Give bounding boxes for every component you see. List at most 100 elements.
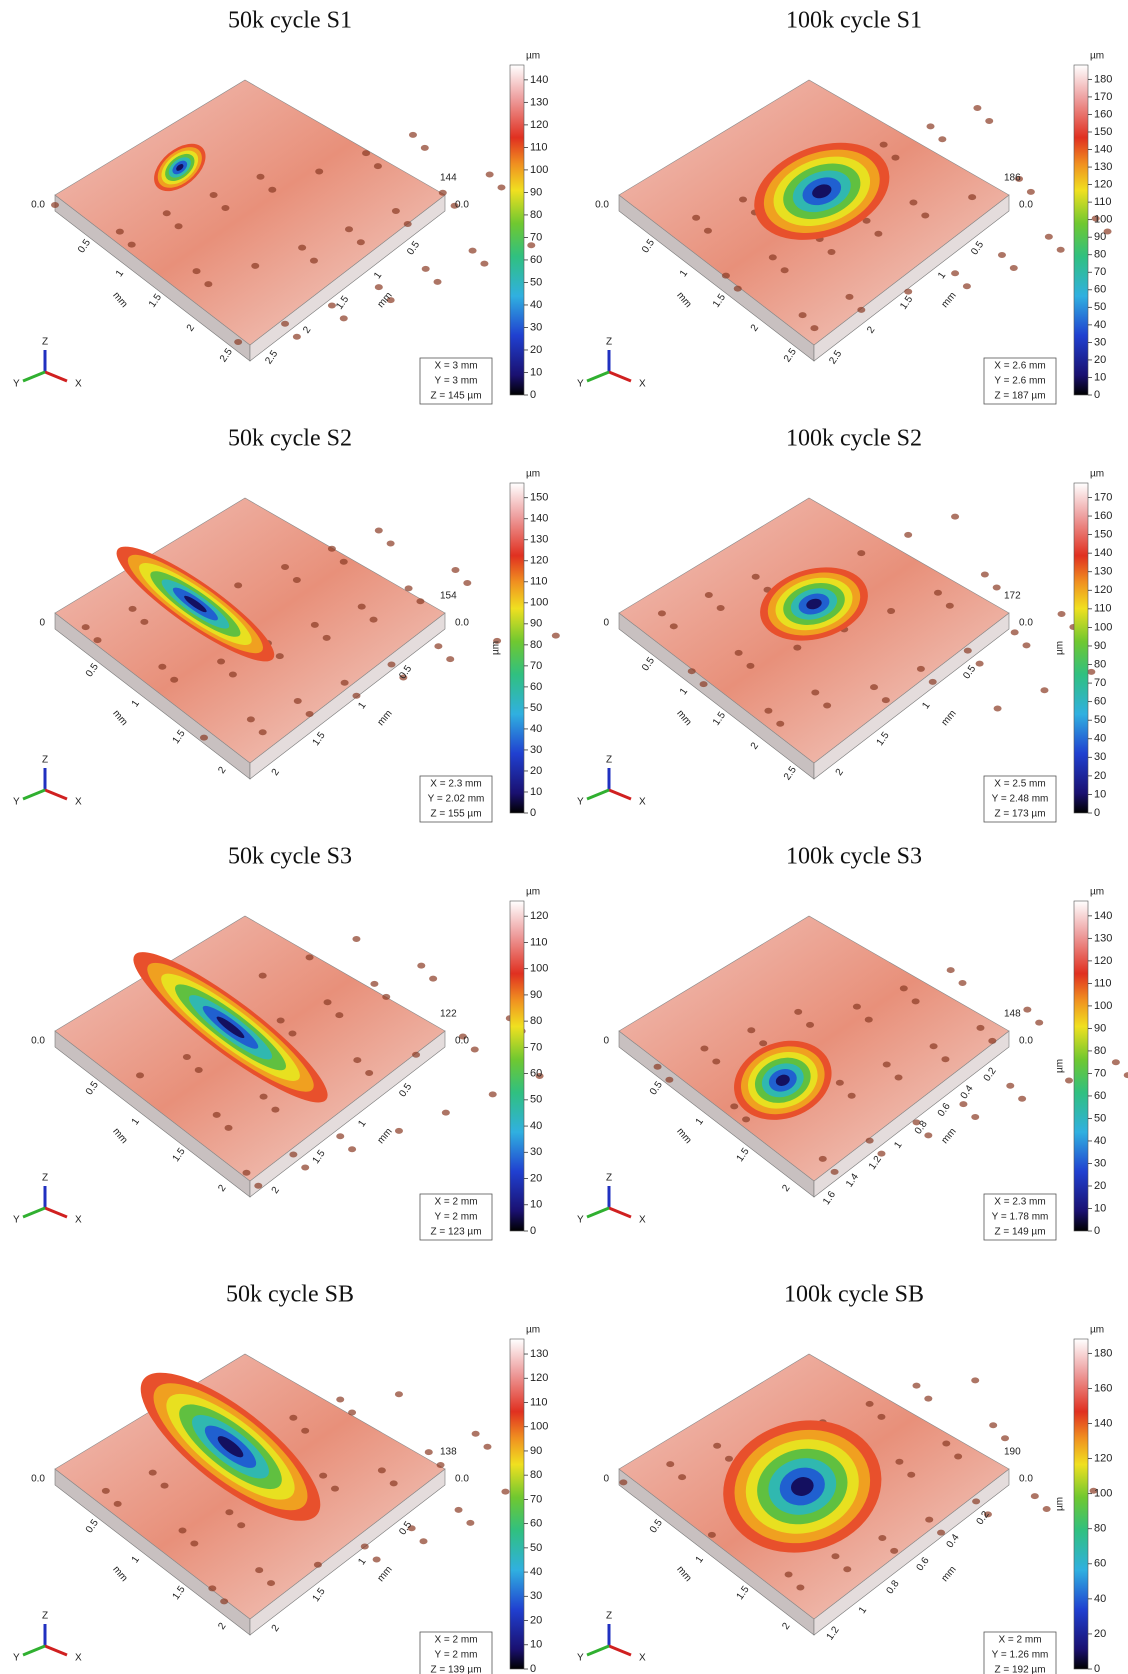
surface-bump: [973, 105, 981, 111]
colorbar-tick-label: 160: [1094, 1382, 1112, 1394]
surface-bump: [306, 954, 314, 960]
dims-text: X = 2 mm: [998, 1635, 1041, 1646]
surface-bump: [1045, 234, 1053, 240]
y-tick-label: 1.5: [875, 730, 892, 748]
surface-bump: [251, 263, 259, 269]
colorbar-tick-label: 170: [1094, 491, 1112, 503]
surface-bump: [895, 1459, 903, 1465]
triad-label: Z: [42, 1611, 48, 1622]
x-tick-label: 0.5: [648, 1079, 665, 1097]
y-tick-label: 1: [356, 1556, 368, 1567]
colorbar-tick-label: 90: [1094, 231, 1106, 243]
surface-bump: [472, 1431, 480, 1437]
y-tick-label: 2.5: [263, 348, 280, 366]
x-tick-label: 2: [749, 322, 761, 333]
y-tick-label: 0.2: [982, 1066, 999, 1084]
surface-bump: [483, 1444, 491, 1450]
surface-bump: [489, 1091, 497, 1097]
dims-text: X = 2.3 mm: [994, 1197, 1045, 1208]
y-tick-label: 1: [356, 700, 368, 711]
surface-bump: [1112, 1059, 1120, 1065]
surface-bump: [739, 196, 747, 202]
axis-unit: mm: [674, 708, 693, 728]
z-zero-label: 0.0: [455, 1474, 469, 1485]
surface-bump: [217, 658, 225, 664]
colorbar-tick-label: 10: [530, 786, 542, 798]
surface-bump: [1001, 1435, 1009, 1441]
colorbar-tick-label: 20: [530, 1172, 542, 1184]
surface-bump: [883, 1061, 891, 1067]
colorbar-tick-label: 40: [530, 723, 542, 735]
surface-bump: [225, 1509, 233, 1515]
y-tick-label: 0.5: [405, 239, 422, 257]
colorbar-tick-label: 50: [530, 276, 542, 288]
axis-unit: mm: [674, 1564, 693, 1584]
dims-text: Z = 149 µm: [994, 1227, 1045, 1238]
surface-bump: [348, 1146, 356, 1152]
colorbar-tick-label: 90: [1094, 1022, 1106, 1034]
colorbar-tick-label: 30: [530, 1146, 542, 1158]
panel: 50k cycle S31220.00.00.511.520.511.52mmm…: [13, 844, 548, 1241]
surface-bump: [880, 142, 888, 148]
x-tick-label: 1: [114, 268, 126, 279]
surface-bump: [293, 334, 301, 340]
surface-bump: [887, 608, 895, 614]
colorbar-tick-label: 130: [1094, 932, 1112, 944]
z-max-label: 186: [1004, 173, 1021, 184]
surface-bump: [353, 1057, 361, 1063]
surface-bump: [781, 267, 789, 273]
colorbar-tick-label: 90: [530, 186, 542, 198]
colorbar-tick-label: 110: [530, 576, 548, 588]
z-zero-left-label: 0.0: [595, 200, 609, 211]
triad-label: X: [75, 379, 82, 390]
surface-bump: [335, 1012, 343, 1018]
colorbar-tick-label: 0: [530, 1225, 536, 1237]
colorbar-tick-label: 0: [1094, 1663, 1100, 1674]
surface-bump: [392, 208, 400, 214]
surface-bump: [336, 1133, 344, 1139]
colorbar-tick-label: 120: [1094, 178, 1112, 190]
triad-label: Z: [606, 755, 612, 766]
surface-bump: [136, 1072, 144, 1078]
surface-bump: [619, 1479, 627, 1485]
colorbar-tick-label: 30: [1094, 336, 1106, 348]
colorbar-unit: µm: [526, 469, 540, 480]
panel: 50k cycle S21540.000.511.520.511.52mmmmX…: [13, 426, 560, 823]
surface-bump: [937, 1530, 945, 1536]
colorbar-tick-label: 110: [1094, 603, 1112, 615]
colorbar: [1074, 901, 1088, 1231]
surface-bump: [345, 226, 353, 232]
surface-bump: [976, 1025, 984, 1031]
z-zero-left-label: 0: [39, 618, 45, 629]
surface-bump: [890, 1548, 898, 1554]
surface-bump: [1057, 247, 1065, 253]
panel-title: 50k cycle S1: [228, 8, 352, 34]
y-tick-label: 1.4: [844, 1171, 861, 1189]
dims-text: X = 2 mm: [434, 1635, 477, 1646]
colorbar-tick-label: 70: [530, 660, 542, 672]
surface-bump: [340, 315, 348, 321]
panel-title: 100k cycle S2: [786, 426, 922, 452]
surface-bump: [658, 610, 666, 616]
colorbar-tick-label: 40: [1094, 733, 1106, 745]
x-tick-label: 2: [749, 740, 761, 751]
colorbar-tick-label: 20: [530, 765, 542, 777]
surface-bump: [988, 1038, 996, 1044]
surface-bump: [552, 633, 560, 639]
colorbar-tick-label: 120: [530, 1372, 548, 1384]
x-tick-label: 1: [694, 1554, 706, 1565]
surface-bump: [857, 550, 865, 556]
surface-bump: [128, 242, 136, 248]
triad-axis: [609, 790, 631, 799]
colorbar-tick-label: 100: [530, 164, 548, 176]
surface-bump: [293, 577, 301, 583]
surface-bump: [713, 1443, 721, 1449]
surface-bump: [102, 1488, 110, 1494]
surface-bump: [705, 592, 713, 598]
surface-bump: [289, 1151, 297, 1157]
x-tick-label: 2: [780, 1621, 792, 1632]
surface-bump: [259, 973, 267, 979]
y-tick-label: 0.5: [397, 1081, 414, 1099]
surface-bump: [993, 584, 1001, 590]
surface-bump: [254, 1183, 262, 1189]
